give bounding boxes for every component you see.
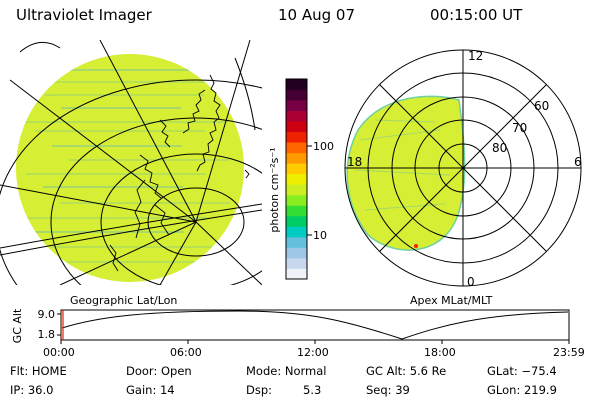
flight-status: Flt: HOME [10,364,67,378]
time-tick-1200: 12:00 [297,346,329,359]
limb-arc [234,57,256,131]
aurora-oval-fill [346,95,466,251]
colorbar-segment [286,163,307,175]
mlt-label-6: 6 [574,155,582,169]
colorbar-tick-label-10: 10 [313,229,327,242]
longitude-line [195,40,251,223]
latitude-circle [0,79,262,285]
colorbar-segment [286,142,307,154]
colorbar-segment [286,194,307,206]
polar-grid [344,49,582,287]
time-tick-2359: 23:59 [553,346,585,359]
mlat-label-70: 70 [512,121,527,135]
colorbar-segment [286,226,307,238]
gc-altitude: GC Alt: 5.6 Re [366,364,447,378]
limb-arc [19,41,61,53]
aurora-hotspot [414,244,418,248]
mode-status: Mode: Normal [246,364,327,378]
longitude-line [59,221,197,285]
dsp-label: Dsp: [246,383,273,397]
colorbar-segment [286,247,307,259]
time-tick-0600: 06:00 [170,346,202,359]
colorbar-tick-label-100: 100 [313,140,334,153]
colorbar-segment [286,205,307,217]
colorbar-segment [286,215,307,227]
longitude-line [99,40,197,223]
gain-value: Gain: 14 [126,383,175,397]
door-status: Door: Open [126,364,192,378]
latitude-circle [100,153,262,285]
colorbar-segment [286,131,307,143]
geo-map-caption: Geographic Lat/Lon [70,294,178,307]
polar-map-caption: Apex MLat/MLT [410,294,493,307]
sequence-number: Seq: 39 [366,383,410,397]
colorbar-segment [286,152,307,164]
mlt-label-18: 18 [347,155,362,169]
colorbar-segment [286,89,307,101]
equatorial-curve [0,209,262,256]
date-label: 10 Aug 07 [278,6,355,24]
coastline [109,74,250,272]
geographic-map [0,40,262,285]
mlt-label-0: 0 [467,275,475,289]
latitude-circle [50,117,262,285]
geo-grid [0,40,262,285]
altitude-curve [61,310,569,340]
colorbar-unit-label: photon cm⁻²s⁻¹ [268,147,281,232]
dsp-value: 5.3 [303,383,322,397]
colorbar-segment [286,79,307,90]
color-scale-bar: 100 10 photon cm⁻²s⁻¹ [268,78,334,280]
longitude-line [9,79,197,223]
colorbar-segment [286,268,307,280]
altitude-plot: GC Alt 9.0 1.8 [11,308,570,344]
time-tick-1800: 18:00 [424,346,456,359]
altitude-axis-label: GC Alt [11,308,24,343]
colorbar-segment [286,100,307,111]
colorbar-segment [286,121,307,133]
mlat-label-60: 60 [534,99,549,113]
altitude-y-min: 1.8 [38,328,56,341]
geo-latitude: GLat: −75.4 [487,364,557,378]
instrument-title: Ultraviolet Imager [16,6,152,24]
time-label: 00:15:00 UT [430,6,523,24]
colorbar-segment [286,257,307,269]
polar-map: 12 18 6 0 60 70 80 [344,49,582,289]
time-tick-0000: 00:00 [43,346,75,359]
longitude-line [195,221,262,285]
colorbar-segment [286,184,307,196]
geo-longitude: GLon: 219.9 [487,383,557,397]
longitude-line [159,221,197,285]
altitude-y-max: 9.0 [38,308,56,321]
colorbar-segment [286,110,307,122]
colorbar-segment [286,236,307,248]
ip-value: IP: 36.0 [10,383,54,397]
colorbar-segment [286,173,307,185]
longitude-line [0,184,197,223]
mlat-label-80: 80 [492,141,507,155]
mlt-label-12: 12 [468,49,483,63]
equatorial-curve [0,203,262,249]
polar-spoke [379,84,547,252]
